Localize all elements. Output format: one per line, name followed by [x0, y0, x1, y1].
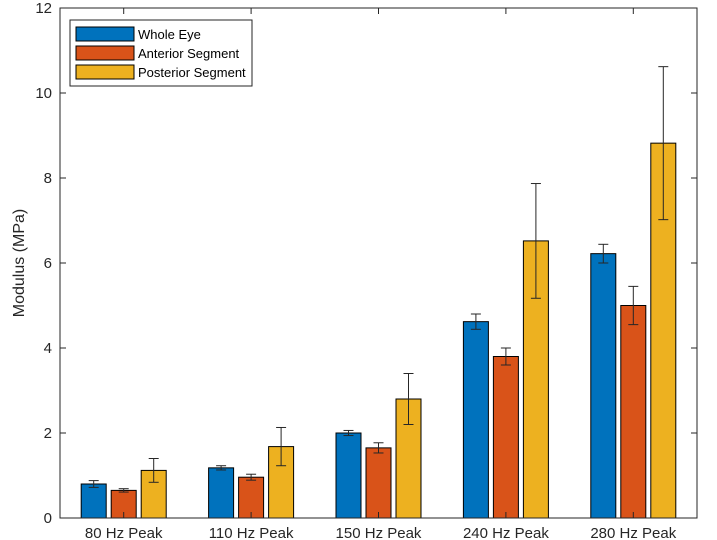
x-tick-label: 280 Hz Peak — [590, 525, 676, 540]
x-tick-label: 150 Hz Peak — [336, 525, 422, 540]
bar-whole-eye — [80, 483, 107, 519]
bar-whole-eye — [208, 467, 235, 519]
y-tick-label: 10 — [35, 85, 52, 102]
bar-anterior-segment — [620, 305, 647, 519]
plot-frame — [59, 7, 698, 519]
x-tick-label: 110 Hz Peak — [209, 525, 294, 540]
y-tick-label: 12 — [35, 0, 52, 17]
y-tick-label: 2 — [44, 425, 52, 442]
x-axis-ticks: 80 Hz Peak 110 Hz Peak 150 Hz Peak 240 Hz P… — [85, 8, 677, 540]
y-tick-label: 0 — [44, 510, 52, 527]
legend-swatch-whole-eye — [75, 26, 135, 42]
bar-anterior-segment — [492, 356, 519, 519]
y-axis-title: Modulus (MPa) — [11, 209, 28, 317]
y-axis-ticks: 0 2 4 6 8 10 12 — [35, 0, 697, 527]
legend-label: Whole Eye — [138, 27, 201, 42]
bar-whole-eye — [335, 432, 362, 519]
legend-swatch-posterior-segment — [75, 64, 135, 80]
legend-label: Anterior Segment — [138, 46, 240, 61]
legend-swatch-anterior-segment — [75, 45, 135, 61]
legend-label: Posterior Segment — [138, 65, 246, 80]
y-tick-label: 6 — [44, 255, 52, 272]
x-tick-label: 80 Hz Peak — [85, 525, 163, 540]
legend: Whole Eye Anterior Segment Posterior Segme… — [69, 19, 253, 87]
bar-group — [80, 66, 677, 519]
bar-whole-eye — [590, 253, 617, 519]
x-tick-label: 240 Hz Peak — [463, 525, 549, 540]
bar-anterior-segment — [365, 447, 392, 519]
y-tick-label: 4 — [44, 340, 52, 357]
bar-anterior-segment — [238, 476, 265, 519]
bar-whole-eye — [462, 321, 489, 519]
y-tick-label: 8 — [44, 170, 52, 187]
